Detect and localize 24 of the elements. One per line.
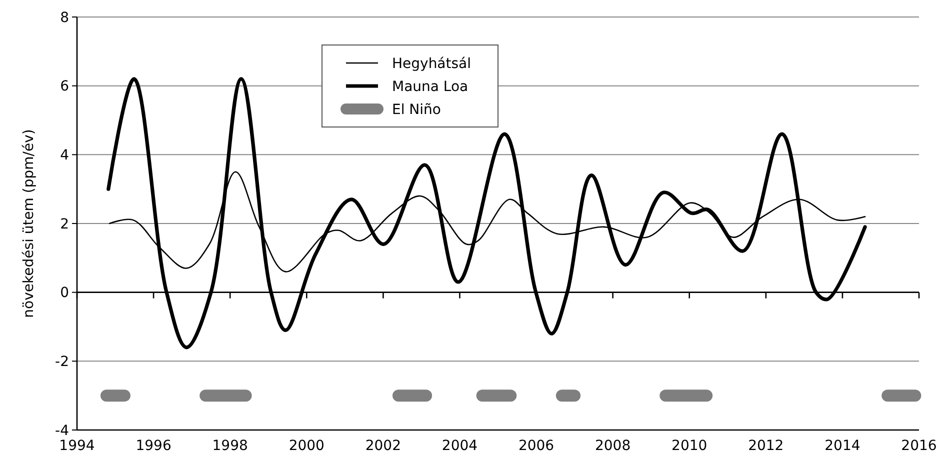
x-tick-label: 2008	[595, 438, 631, 454]
legend-label: Mauna Loa	[392, 78, 468, 95]
legend-label: El Niño	[392, 102, 441, 118]
x-tick-label: 2016	[901, 438, 937, 454]
x-tick-label: 2014	[824, 438, 860, 454]
legend-label: Hegyhátsál	[392, 56, 472, 72]
y-tick-label: 4	[60, 148, 70, 164]
x-tick-label: 2004	[442, 438, 478, 454]
x-tick-label: 1994	[59, 438, 95, 454]
y-tick-label: 8	[60, 10, 69, 26]
x-tick-label: 2010	[672, 438, 708, 454]
x-tick-label: 1996	[136, 438, 172, 454]
x-tick-label: 2012	[748, 438, 784, 454]
y-tick-label: 0	[60, 285, 69, 302]
line-series	[106, 77, 867, 350]
y-axis-title: növekedési ütem (ppm/év)	[21, 129, 37, 318]
y-tick-label: -2	[55, 354, 69, 370]
y-tick-label: -4	[55, 422, 70, 439]
x-tick-label: 1998	[212, 438, 248, 454]
y-tick-label: 2	[60, 216, 69, 232]
x-tick-label: 2002	[365, 438, 401, 454]
x-tick-label: 2006	[518, 438, 554, 454]
x-tick-label: 2000	[288, 438, 324, 454]
y-tick-label: 6	[60, 78, 70, 95]
